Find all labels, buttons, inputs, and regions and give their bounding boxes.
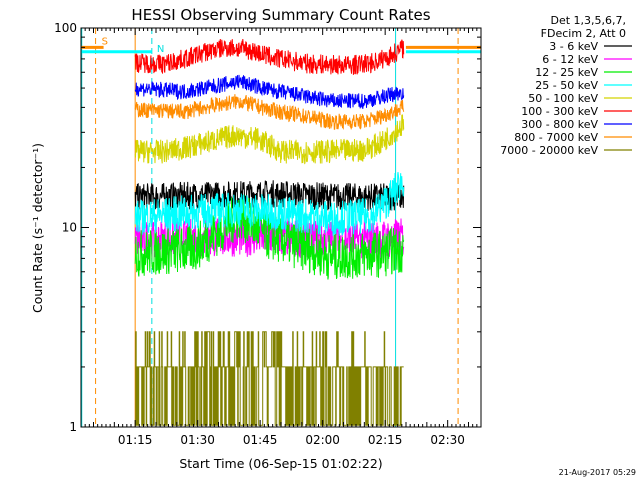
marker-label-s: S <box>102 36 108 47</box>
x-axis-label: Start Time (06-Sep-15 01:02:22) <box>179 456 382 471</box>
marker-label-n: N <box>157 44 164 55</box>
axes-layer: 01:15 01:30 01:45 02:00 02:15 02:30 1 10 100 <box>54 21 481 447</box>
series-50-100-kev <box>134 114 405 165</box>
legend-entry: 6 - 12 keV <box>542 53 632 66</box>
y-axis-label: Count Rate (s⁻¹ detector⁻¹) <box>30 143 45 313</box>
series-line <box>134 180 405 211</box>
series-line <box>134 172 405 237</box>
legend-label: 3 - 6 keV <box>549 40 598 53</box>
series-line <box>134 114 405 165</box>
legend-label: 100 - 300 keV <box>521 105 598 118</box>
timestamp: 21-Aug-2017 05:29 <box>559 468 636 477</box>
series-7000-20000-kev <box>135 331 404 426</box>
series-300-800-kev <box>134 74 405 109</box>
legend-label: 6 - 12 keV <box>542 53 598 66</box>
series-line <box>134 74 405 109</box>
legend-header-line: Det 1,3,5,6,7, <box>550 14 626 27</box>
x-tick-label: 02:15 <box>368 433 403 447</box>
x-tick-label: 02:00 <box>305 433 340 447</box>
series-line <box>135 331 404 426</box>
series-800-7000-kev <box>134 94 405 130</box>
series-3-6-kev <box>134 180 405 211</box>
y-tick-label: 10 <box>62 221 77 235</box>
legend-entry: 100 - 300 keV <box>521 105 632 118</box>
legend-entry: 3 - 6 keV <box>549 40 632 53</box>
y-tick-label: 1 <box>69 420 77 434</box>
x-tick-label: 01:45 <box>243 433 278 447</box>
legend-label: 7000 - 20000 keV <box>500 144 598 157</box>
legend-label: 12 - 25 keV <box>535 66 598 79</box>
legend-label: 300 - 800 keV <box>521 118 598 131</box>
x-tick-label: 01:30 <box>180 433 215 447</box>
legend-header-line: FDecim 2, Att 0 <box>541 27 626 40</box>
legend: Det 1,3,5,6,7,FDecim 2, Att 03 - 6 keV6 … <box>500 14 632 157</box>
legend-entry: 300 - 800 keV <box>521 118 632 131</box>
legend-label: 25 - 50 keV <box>535 79 598 92</box>
legend-label: 800 - 7000 keV <box>514 131 598 144</box>
x-tick-label: 01:15 <box>118 433 153 447</box>
chart-title: HESSI Observing Summary Count Rates <box>131 6 430 24</box>
series-line <box>134 38 405 75</box>
legend-entry: 7000 - 20000 keV <box>500 144 632 157</box>
series-line <box>134 94 405 130</box>
legend-label: 50 - 100 keV <box>528 92 598 105</box>
x-tick-label: 02:30 <box>430 433 465 447</box>
legend-entry: 50 - 100 keV <box>528 92 632 105</box>
data-layer: SN <box>81 28 481 427</box>
series-25-50-kev <box>134 172 405 237</box>
legend-entry: 800 - 7000 keV <box>514 131 632 144</box>
legend-entry: 12 - 25 keV <box>535 66 632 79</box>
legend-entry: 25 - 50 keV <box>535 79 632 92</box>
y-tick-label: 100 <box>54 21 77 35</box>
series-100-300-kev <box>134 38 405 75</box>
